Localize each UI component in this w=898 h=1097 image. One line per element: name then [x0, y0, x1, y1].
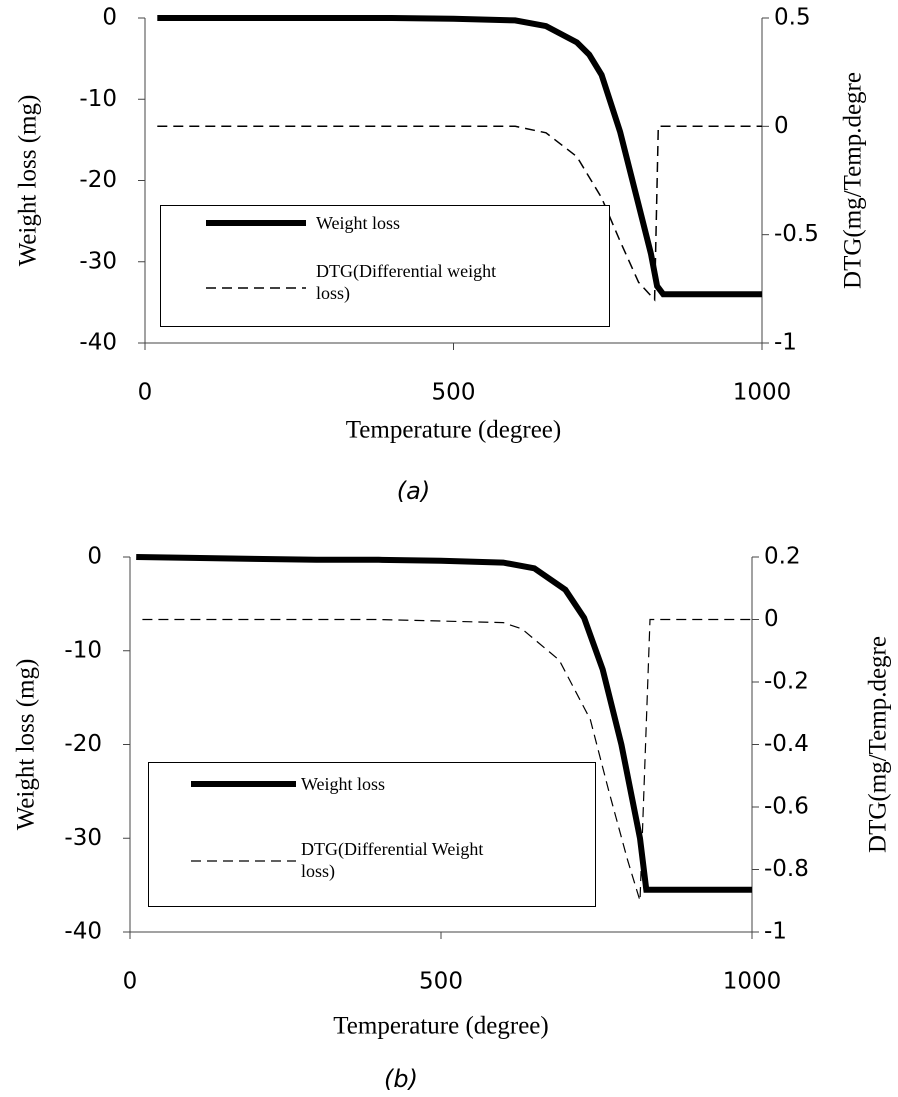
caption: (b) [384, 1065, 418, 1093]
legend-label: Weight loss [316, 213, 401, 233]
legend-sample-box [206, 287, 306, 289]
legend-sample-box [191, 860, 296, 862]
x-tick-label: 500 [432, 380, 476, 406]
y-tick-label: -30 [79, 248, 117, 274]
y2-tick-label: -0.5 [774, 221, 819, 247]
y-tick-label: -10 [64, 637, 102, 663]
legend-label: Weight loss [301, 774, 386, 794]
y-tick-label: -40 [64, 919, 102, 945]
y2-tick-label: -1 [774, 330, 797, 356]
y2-tick-label: -0.8 [764, 856, 809, 882]
y-tick-label: -20 [64, 731, 102, 757]
x-tick-label: 1000 [733, 380, 792, 406]
y-tick-label: 0 [102, 5, 117, 31]
y-tick-label: -40 [79, 330, 117, 356]
x-tick-label: 500 [419, 969, 463, 995]
y-tick-label: -10 [79, 86, 117, 112]
legend-label: DTG(Differential weight loss) [316, 261, 497, 303]
y-tick-label: -20 [79, 167, 117, 193]
caption: (a) [397, 477, 430, 505]
legend-sample-box [191, 781, 296, 787]
y-tick-label: 0 [87, 544, 102, 570]
x-axis-label: Temperature (degree) [333, 1013, 548, 1040]
y2-tick-label: 0 [774, 113, 789, 139]
y-tick-label: -30 [64, 825, 102, 851]
x-tick-label: 1000 [723, 969, 782, 995]
y2-tick-label: 0.5 [774, 5, 811, 31]
y2-tick-label: 0.2 [764, 544, 801, 570]
x-tick-label: 0 [138, 380, 153, 406]
y2-tick-label: -0.6 [764, 794, 809, 820]
legend: Weight loss DTG(Differential weight loss) [160, 205, 610, 327]
y2-axis-label: DTG(mg/Temp.degre [840, 72, 867, 289]
series-line [136, 554, 752, 893]
y2-axis-label: DTG(mg/Temp.degre [865, 636, 892, 853]
x-tick-label: 0 [123, 969, 138, 995]
legend-label: DTG(Differential Weight loss) [301, 839, 484, 881]
y2-tick-label: 0 [764, 606, 779, 632]
legend: Weight loss DTG(Differential Weight loss) [148, 762, 596, 907]
series-line [142, 618, 752, 901]
legend-sample-box [206, 220, 306, 226]
y2-tick-label: -1 [764, 919, 787, 945]
y-axis-label: Weight loss (mg) [13, 659, 40, 831]
y2-tick-label: -0.2 [764, 669, 809, 695]
y-axis-label: Weight loss (mg) [15, 95, 42, 267]
x-axis-label: Temperature (degree) [346, 417, 561, 444]
y2-tick-label: -0.4 [764, 731, 809, 757]
series-line [157, 15, 762, 298]
